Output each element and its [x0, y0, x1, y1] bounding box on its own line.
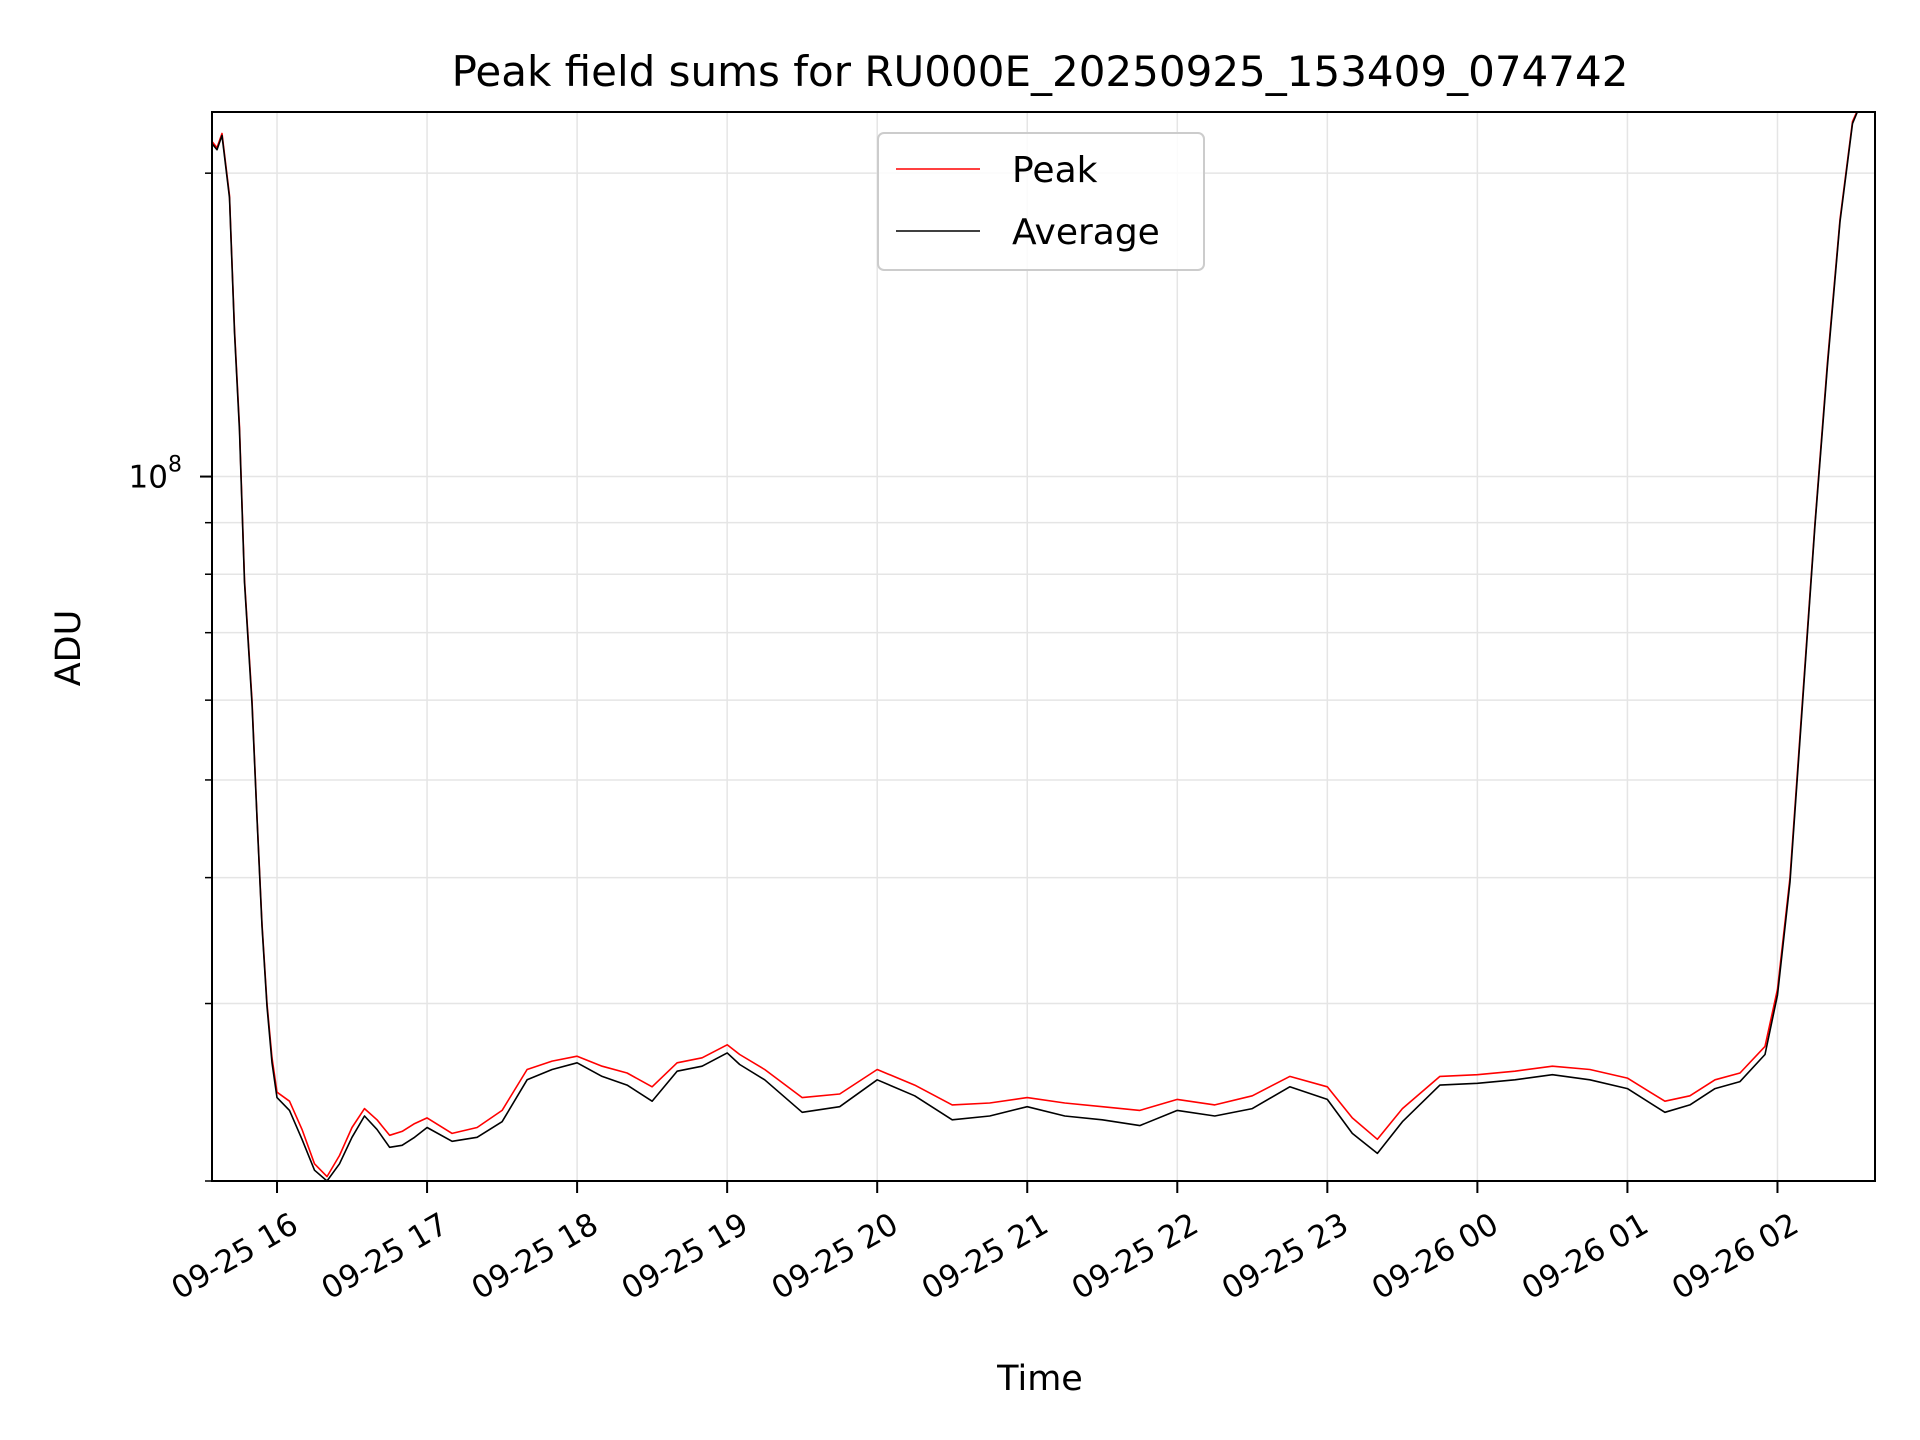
x-axis-label: Time: [996, 1359, 1083, 1399]
legend-peak-label: Peak: [1012, 150, 1098, 191]
y-axis-ticks: 108: [129, 172, 212, 1182]
chart-title: Peak field sums for RU000E_20250925_1534…: [452, 47, 1629, 96]
legend-average-label: Average: [1012, 212, 1160, 253]
series-line-peak: [212, 112, 1858, 1178]
grid: [212, 112, 1875, 1182]
legend-box: [877, 132, 1205, 271]
y-axis-label: ADU: [49, 610, 89, 687]
legend: Peak Average: [877, 132, 1205, 271]
series-layer: [212, 112, 1859, 1181]
y-tick-label: 108: [129, 453, 182, 496]
series-line-average: [212, 112, 1859, 1181]
plot-frame: [211, 111, 1876, 1182]
